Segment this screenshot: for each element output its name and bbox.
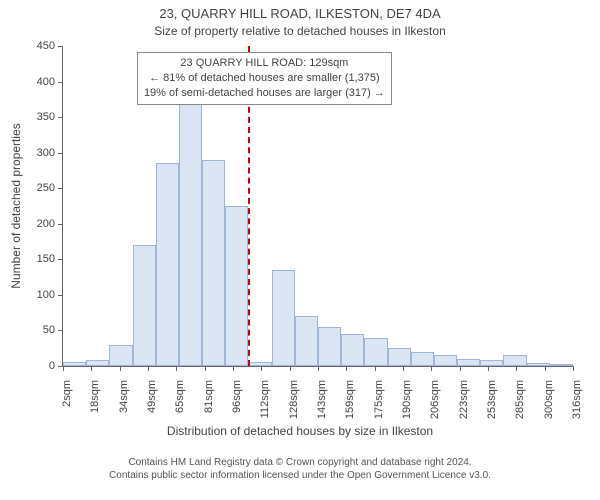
x-tick-label: 300sqm bbox=[543, 380, 555, 419]
y-tick-label: 150 bbox=[37, 253, 55, 265]
histogram-bar bbox=[133, 245, 156, 366]
y-tick bbox=[58, 82, 63, 83]
x-tick bbox=[375, 366, 376, 371]
histogram-bar bbox=[156, 163, 179, 366]
chart-container: 23, QUARRY HILL ROAD, ILKESTON, DE7 4DA … bbox=[0, 0, 600, 500]
histogram-bar bbox=[527, 363, 550, 366]
x-tick-label: 112sqm bbox=[259, 380, 271, 418]
info-box: 23 QUARRY HILL ROAD: 129sqm ← 81% of det… bbox=[137, 52, 392, 105]
histogram-bar bbox=[457, 359, 480, 366]
histogram-bar bbox=[318, 327, 341, 366]
histogram-bar bbox=[179, 103, 202, 366]
info-box-line3: 19% of semi-detached houses are larger (… bbox=[144, 86, 385, 101]
x-tick bbox=[148, 366, 149, 371]
x-tick bbox=[261, 366, 262, 371]
x-tick bbox=[91, 366, 92, 371]
chart-title-line2: Size of property relative to detached ho… bbox=[0, 24, 600, 38]
y-tick-label: 400 bbox=[37, 76, 55, 88]
histogram-bar bbox=[109, 345, 132, 366]
x-tick bbox=[346, 366, 347, 371]
histogram-bar bbox=[341, 334, 364, 366]
info-box-line2: ← 81% of detached houses are smaller (1,… bbox=[144, 71, 385, 86]
x-tick-label: 34sqm bbox=[118, 380, 130, 413]
attribution: Contains HM Land Registry data © Crown c… bbox=[0, 456, 600, 482]
info-box-line1: 23 QUARRY HILL ROAD: 129sqm bbox=[144, 56, 385, 71]
x-tick bbox=[573, 366, 574, 371]
x-tick-label: 175sqm bbox=[373, 380, 385, 419]
histogram-bar bbox=[480, 360, 503, 366]
histogram-bar bbox=[388, 348, 411, 366]
histogram-bar bbox=[503, 355, 526, 366]
x-tick bbox=[488, 366, 489, 371]
histogram-bar bbox=[434, 355, 457, 366]
x-tick bbox=[233, 366, 234, 371]
x-tick bbox=[290, 366, 291, 371]
y-tick bbox=[58, 153, 63, 154]
attribution-line2: Contains public sector information licen… bbox=[0, 469, 600, 482]
y-tick bbox=[58, 295, 63, 296]
histogram-bar bbox=[202, 160, 225, 366]
histogram-bar bbox=[364, 338, 387, 366]
y-tick bbox=[58, 224, 63, 225]
x-tick bbox=[205, 366, 206, 371]
y-axis-label: Number of detached properties bbox=[9, 123, 23, 288]
x-tick-label: 81sqm bbox=[203, 380, 215, 413]
x-tick bbox=[431, 366, 432, 371]
x-tick bbox=[176, 366, 177, 371]
histogram-bar bbox=[63, 362, 86, 366]
y-tick-label: 450 bbox=[37, 40, 55, 52]
attribution-line1: Contains HM Land Registry data © Crown c… bbox=[0, 456, 600, 469]
histogram-bar bbox=[272, 270, 295, 366]
x-tick-label: 143sqm bbox=[316, 380, 328, 419]
y-tick-label: 100 bbox=[37, 289, 55, 301]
x-tick-label: 128sqm bbox=[288, 380, 300, 419]
x-tick-label: 2sqm bbox=[61, 380, 73, 407]
histogram-bar bbox=[248, 362, 271, 366]
y-tick-label: 250 bbox=[37, 182, 55, 194]
y-tick bbox=[58, 259, 63, 260]
x-tick-label: 253sqm bbox=[486, 380, 498, 419]
y-tick-label: 300 bbox=[37, 147, 55, 159]
x-tick bbox=[545, 366, 546, 371]
x-tick-label: 18sqm bbox=[89, 380, 101, 413]
histogram-bar bbox=[550, 364, 573, 366]
x-tick-label: 96sqm bbox=[231, 380, 243, 413]
histogram-bar bbox=[295, 316, 318, 366]
histogram-bar bbox=[411, 352, 434, 366]
x-tick-label: 49sqm bbox=[146, 380, 158, 413]
x-tick-label: 65sqm bbox=[174, 380, 186, 413]
x-tick-label: 285sqm bbox=[514, 380, 526, 419]
x-tick bbox=[460, 366, 461, 371]
plot-area: 0501001502002503003504004502sqm18sqm34sq… bbox=[62, 46, 573, 367]
y-tick bbox=[58, 46, 63, 47]
chart-title-line1: 23, QUARRY HILL ROAD, ILKESTON, DE7 4DA bbox=[0, 6, 600, 21]
y-tick bbox=[58, 330, 63, 331]
histogram-bar bbox=[225, 206, 248, 366]
x-tick-label: 223sqm bbox=[458, 380, 470, 419]
y-tick-label: 200 bbox=[37, 218, 55, 230]
x-tick bbox=[63, 366, 64, 371]
x-tick bbox=[516, 366, 517, 371]
x-tick bbox=[120, 366, 121, 371]
y-tick-label: 350 bbox=[37, 111, 55, 123]
x-tick-label: 190sqm bbox=[401, 380, 413, 419]
y-tick bbox=[58, 188, 63, 189]
x-tick-label: 206sqm bbox=[429, 380, 441, 419]
x-tick-label: 316sqm bbox=[571, 380, 583, 419]
x-tick bbox=[318, 366, 319, 371]
y-tick bbox=[58, 117, 63, 118]
x-axis-label: Distribution of detached houses by size … bbox=[0, 424, 600, 438]
x-tick-label: 159sqm bbox=[344, 380, 356, 419]
x-tick bbox=[403, 366, 404, 371]
y-tick-label: 0 bbox=[49, 360, 55, 372]
y-tick-label: 50 bbox=[43, 324, 55, 336]
histogram-bar bbox=[86, 360, 109, 366]
